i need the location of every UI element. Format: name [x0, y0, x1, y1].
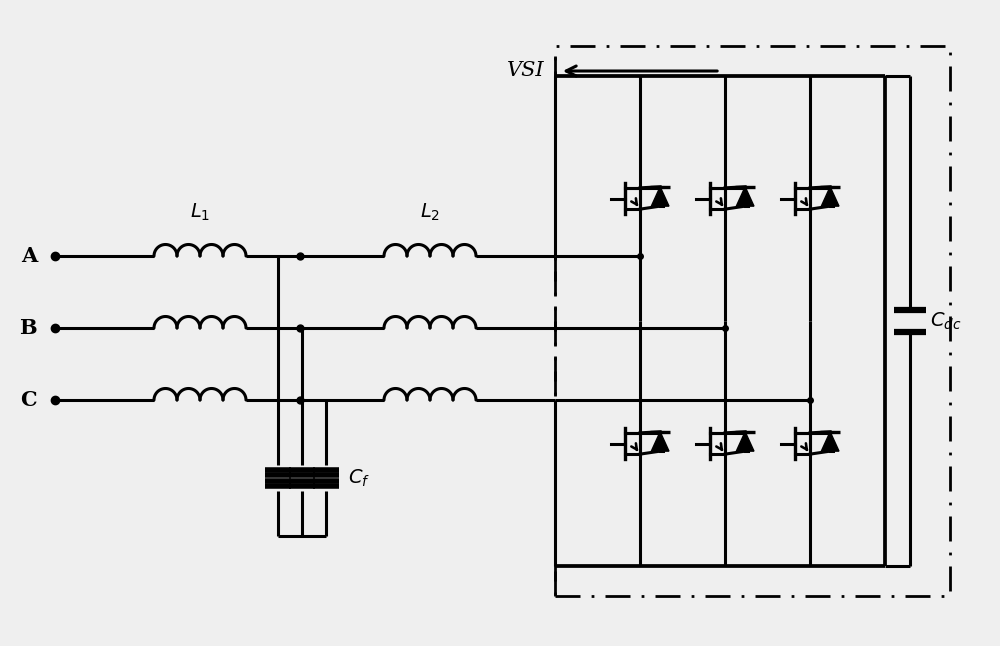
Text: C: C: [20, 390, 37, 410]
Polygon shape: [651, 187, 669, 206]
Text: $L_1$: $L_1$: [190, 202, 210, 223]
Polygon shape: [651, 432, 669, 451]
Polygon shape: [821, 187, 839, 206]
Text: A: A: [21, 246, 37, 266]
Text: VSI: VSI: [507, 61, 545, 81]
Polygon shape: [821, 432, 839, 451]
Text: $L_2$: $L_2$: [420, 202, 440, 223]
Polygon shape: [736, 187, 754, 206]
Text: $C_{dc}$: $C_{dc}$: [930, 310, 962, 331]
Polygon shape: [736, 432, 754, 451]
Text: $C_f$: $C_f$: [348, 467, 370, 488]
Text: B: B: [19, 318, 37, 338]
